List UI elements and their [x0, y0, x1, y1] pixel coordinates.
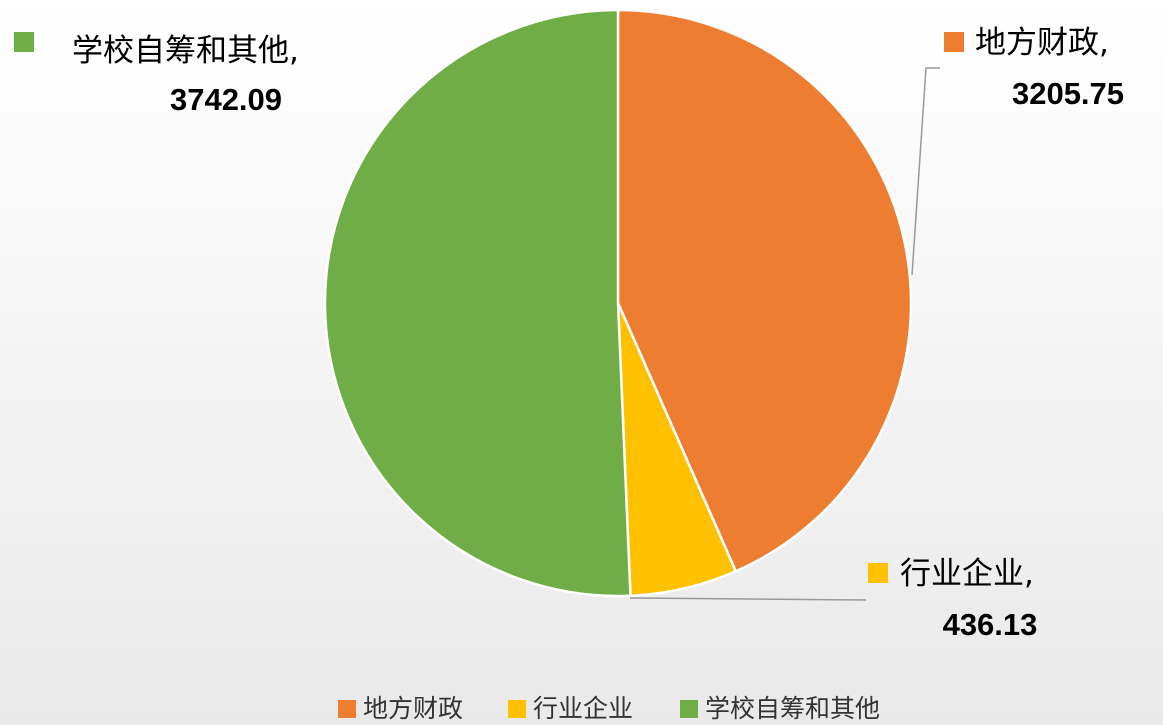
legend-label: 地方财政	[363, 694, 463, 723]
label-separator: ,	[1024, 556, 1034, 592]
leader-line	[629, 597, 867, 601]
data-label-name: 学校自筹和其他,	[72, 33, 299, 69]
label-separator: ,	[289, 33, 299, 69]
label-separator: ,	[1099, 25, 1109, 61]
category-name: 学校自筹和其他	[72, 33, 289, 69]
label-key	[944, 32, 964, 52]
legend-key	[508, 700, 526, 718]
legend-label: 行业企业	[533, 694, 633, 723]
data-label-name: 行业企业,	[900, 556, 1034, 592]
data-label-value: 3742.09	[170, 82, 282, 117]
label-key	[14, 32, 34, 52]
label-key	[868, 563, 888, 583]
category-name: 地方财政	[975, 25, 1099, 61]
data-label-value: 3205.75	[1012, 76, 1124, 111]
pie-slice	[616, 8, 913, 573]
legend-label: 学校自筹和其他	[705, 694, 880, 723]
category-name: 行业企业	[900, 556, 1024, 592]
pie-slice	[323, 8, 632, 598]
data-label-name: 地方财政,	[975, 25, 1109, 61]
data-label-value: 436.13	[943, 607, 1038, 642]
legend-key	[680, 700, 698, 718]
legend-key	[338, 700, 356, 718]
leader-line	[911, 67, 940, 276]
